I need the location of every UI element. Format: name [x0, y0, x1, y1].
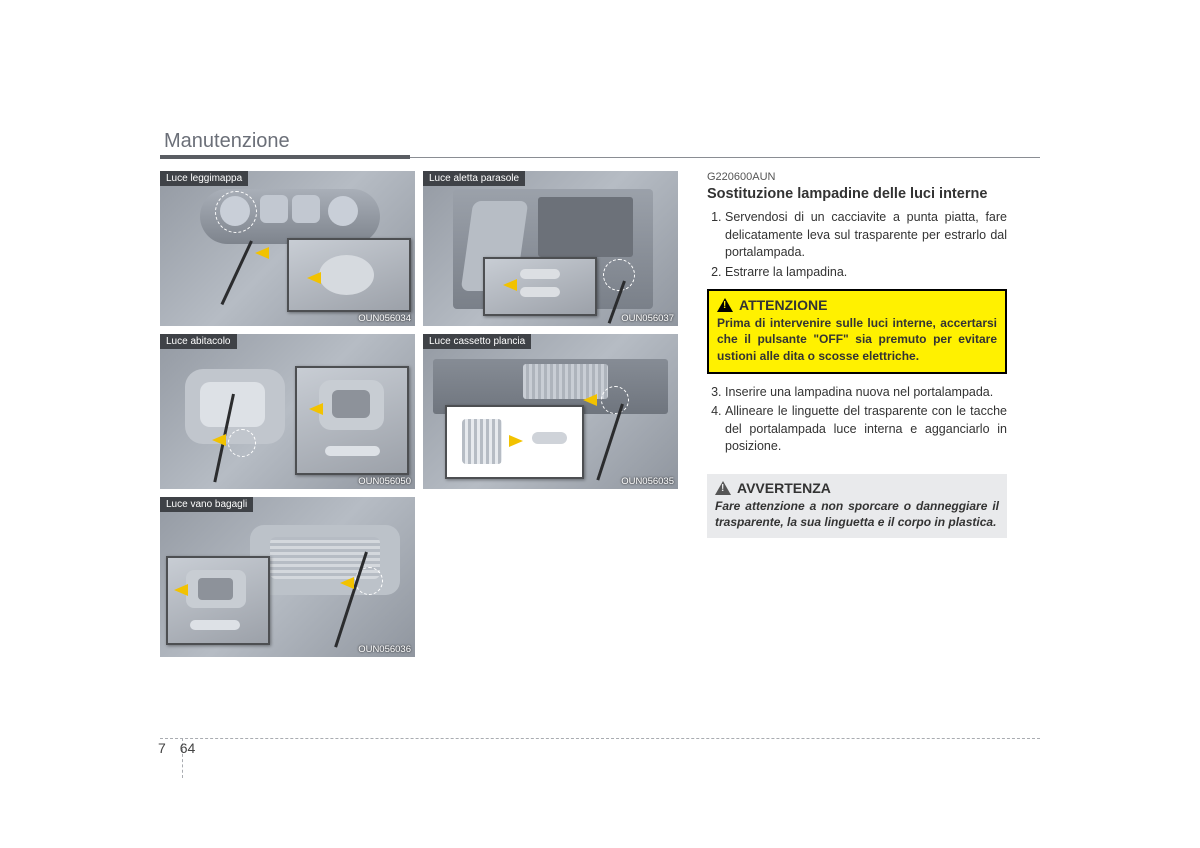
page: Manutenzione Luce leggimappa: [160, 130, 1040, 657]
step-list-b: Inserire una lampadina nuova nel portala…: [707, 384, 1007, 456]
step-item: Estrarre la lampadina.: [725, 264, 1007, 282]
step-item: Servendosi di un cacciavite a punta piat…: [725, 209, 1007, 262]
figure-visor-light: Luce aletta parasole OUN056037: [423, 171, 678, 326]
note-title: AVVERTENZA: [715, 480, 999, 496]
note-title-text: AVVERTENZA: [737, 480, 831, 496]
figure-label: Luce leggimappa: [160, 171, 248, 186]
text-column: G220600AUN Sostituzione lampadine delle …: [707, 171, 1007, 538]
header-rule: [160, 155, 1040, 159]
warning-icon: [717, 298, 733, 312]
note-body: Fare attenzione a non sporcare o dannegg…: [715, 498, 999, 530]
chapter-number: 7: [158, 740, 166, 756]
figure-code: OUN056050: [358, 476, 411, 487]
warning-icon: [715, 481, 731, 495]
figure-code: OUN056034: [358, 313, 411, 324]
figure-glovebox-light: Luce cassetto plancia OUN056035: [423, 334, 678, 489]
illustration-column: Luce leggimappa OUN056034: [160, 171, 685, 657]
note-box: AVVERTENZA Fare attenzione a non sporcar…: [707, 474, 1007, 538]
figure-luggage-light: Luce vano bagagli OUN056036: [160, 497, 415, 657]
figure-code: OUN056036: [358, 644, 411, 655]
section-title: Manutenzione: [164, 130, 1040, 153]
caution-box: ATTENZIONE Prima di intervenire sulle lu…: [707, 289, 1007, 374]
subheading: Sostituzione lampadine delle luci intern…: [707, 185, 1007, 203]
page-index: 64: [180, 740, 196, 756]
caution-title: ATTENZIONE: [717, 297, 997, 313]
page-footer: 7 64: [160, 730, 1040, 739]
figure-room-light: Luce abitacolo OUN056050: [160, 334, 415, 489]
step-list-a: Servendosi di un cacciavite a punta piat…: [707, 209, 1007, 281]
figure-label: Luce aletta parasole: [423, 171, 525, 186]
caution-body: Prima di intervenire sulle luci interne,…: [717, 315, 997, 364]
content-area: Luce leggimappa OUN056034: [160, 171, 1040, 657]
figure-map-light: Luce leggimappa OUN056034: [160, 171, 415, 326]
figure-code: OUN056035: [621, 476, 674, 487]
step-item: Allineare le linguette del trasparente c…: [725, 403, 1007, 456]
figure-label: Luce abitacolo: [160, 334, 237, 349]
figure-label: Luce cassetto plancia: [423, 334, 531, 349]
figure-code: OUN056037: [621, 313, 674, 324]
page-number: 7 64: [158, 740, 195, 756]
step-item: Inserire una lampadina nuova nel portala…: [725, 384, 1007, 402]
figure-label: Luce vano bagagli: [160, 497, 253, 512]
reference-code: G220600AUN: [707, 171, 1007, 183]
caution-title-text: ATTENZIONE: [739, 297, 827, 313]
